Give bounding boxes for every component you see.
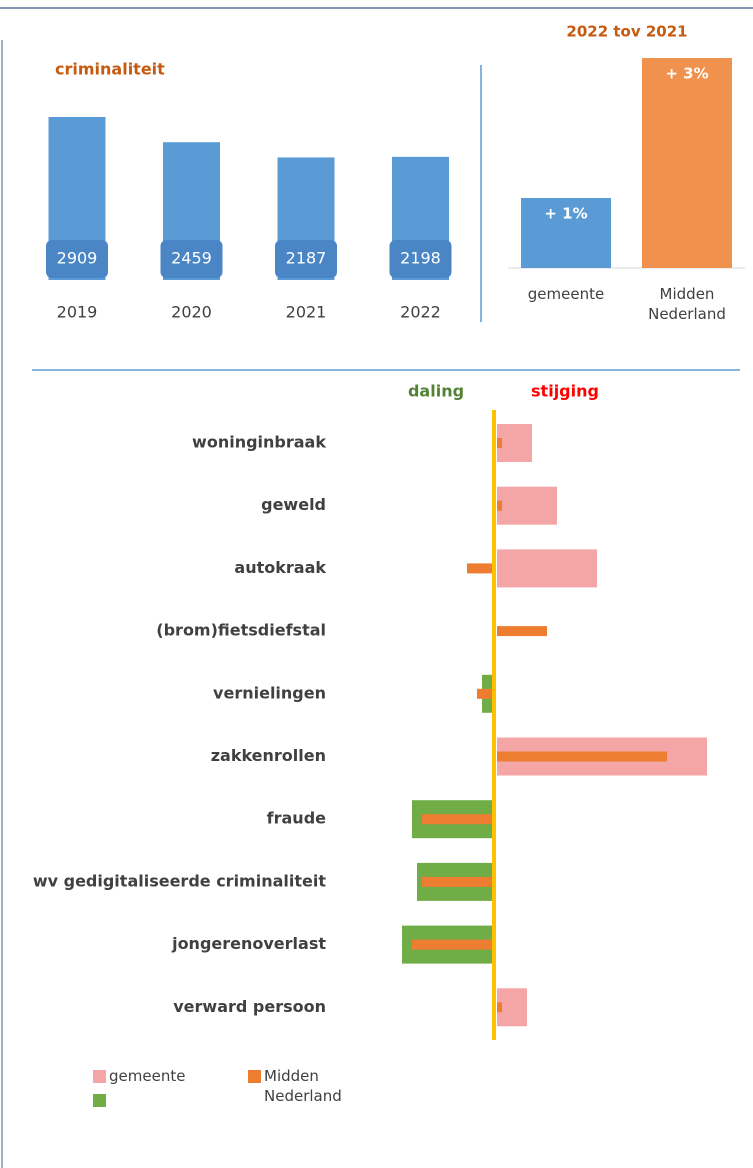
x-tick-label: 2021 <box>286 303 327 322</box>
bar <box>497 424 532 462</box>
x-tick-label: 2020 <box>171 303 212 322</box>
value-label: 2198 <box>400 249 441 268</box>
category-label: verward persoon <box>173 997 326 1016</box>
category-label: fraude <box>267 809 326 828</box>
x-tick-label: gemeente <box>527 285 605 303</box>
x-tick-label: gemeente <box>527 285 605 303</box>
value-label: 2187 <box>286 249 327 268</box>
category-label: geweld <box>261 495 326 514</box>
bar <box>497 626 547 637</box>
category-label: vernielingen <box>213 683 326 702</box>
category-label: zakkenrollen <box>211 746 326 765</box>
legend-label: Midden Nederland <box>264 1067 342 1105</box>
bar <box>422 814 492 825</box>
value-label-box <box>160 240 223 278</box>
bar <box>497 1002 502 1013</box>
category-label: jongerenoverlast <box>171 934 326 953</box>
value-label: 2909 <box>57 249 98 268</box>
x-tick-label: 2022 <box>400 303 441 322</box>
category-label: (brom)fietsdiefstal <box>156 621 326 640</box>
category-label: autokraak <box>234 558 326 577</box>
x-tick-label: Midden Nederland <box>648 285 726 323</box>
legend-label: gemeente <box>109 1067 186 1085</box>
legend-swatch <box>248 1070 261 1083</box>
bar <box>521 198 611 268</box>
bar <box>497 751 667 762</box>
value-label: + 3% <box>665 65 708 83</box>
value-label: + 1% <box>544 205 587 223</box>
bar <box>497 549 597 588</box>
annotation: daling <box>408 382 464 401</box>
annotation: stijging <box>531 382 599 401</box>
value-label-box <box>389 240 452 278</box>
bar <box>422 876 492 887</box>
bar <box>642 58 732 268</box>
bar <box>497 500 502 511</box>
legend-label: gemeente <box>109 1067 186 1085</box>
x-tick-label: 2019 <box>57 303 98 322</box>
bar <box>497 438 502 448</box>
bar <box>412 939 492 950</box>
bar <box>477 688 492 699</box>
legend-label: Midden Nederland <box>264 1067 342 1105</box>
legend-swatch <box>93 1094 106 1107</box>
legend-swatch <box>93 1070 106 1083</box>
x-tick-label: Midden Nederland <box>648 285 726 323</box>
chart-title: criminaliteit <box>55 60 165 79</box>
category-label: wv gedigitaliseerde criminaliteit <box>33 871 327 890</box>
chart-title: 2022 tov 2021 <box>566 23 687 41</box>
category-label: woninginbraak <box>192 433 326 452</box>
bar <box>467 563 492 574</box>
value-label-box <box>275 240 337 278</box>
bar <box>497 486 557 525</box>
value-label: 2459 <box>171 249 212 268</box>
value-label-box <box>46 240 108 278</box>
